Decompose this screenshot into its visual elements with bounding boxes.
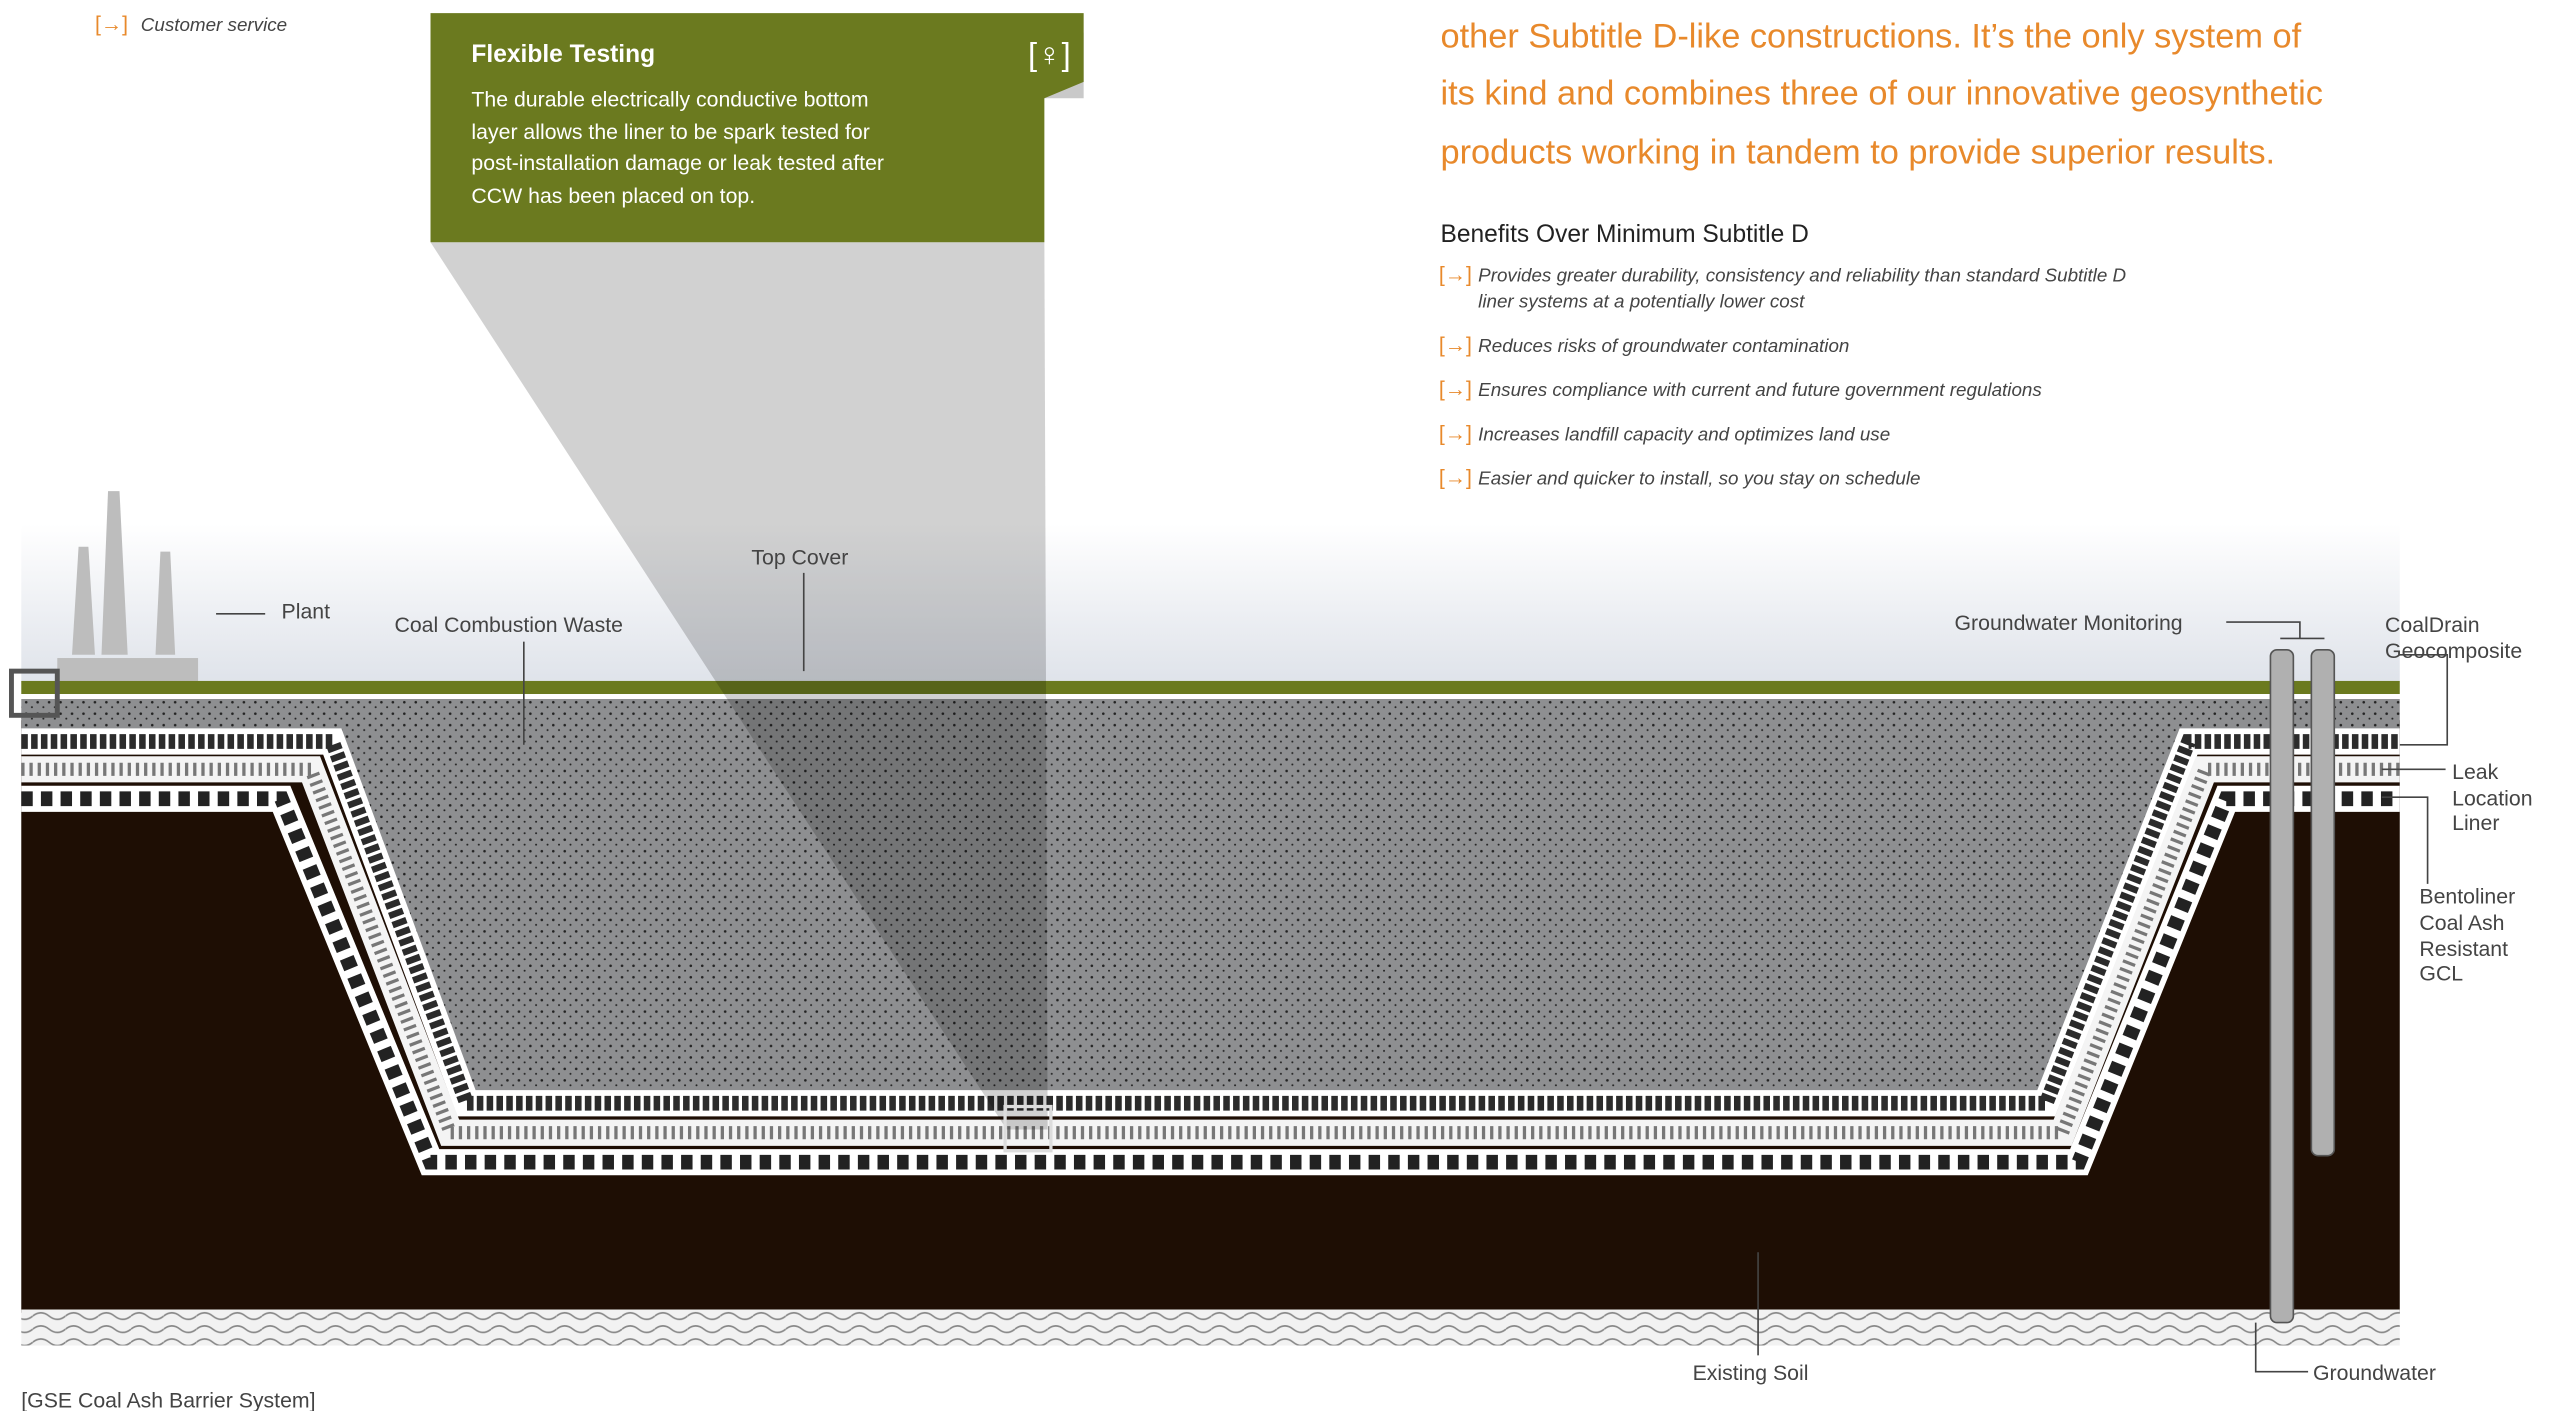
well <box>2270 650 2293 1323</box>
label: Coal Ash <box>2419 911 2504 935</box>
benefit-item: Easier and quicker to install, so you st… <box>1478 468 1920 489</box>
callout-line: post-installation damage or leak tested … <box>471 151 884 175</box>
callout-line: The durable electrically conductive bott… <box>471 87 868 111</box>
callout-icon: [♀] <box>1028 35 1071 72</box>
intro-line: its kind and combines three of our innov… <box>1441 75 2323 113</box>
intro: other Subtitle D-like constructions. It’… <box>1441 17 2323 171</box>
callout-line: layer allows the liner to be spark teste… <box>471 120 869 144</box>
callout-title: Flexible Testing <box>471 41 655 68</box>
label: Geocomposite <box>2385 639 2522 663</box>
bullet: [→] <box>1439 377 1472 401</box>
bullet: [→] <box>1439 333 1472 357</box>
sky <box>21 524 2399 683</box>
label: Existing Soil <box>1693 1361 1809 1385</box>
label: Coal Combustion Waste <box>395 613 624 637</box>
benefits-heading: Benefits Over Minimum Subtitle D <box>1441 221 1809 248</box>
page: [→] Customer service other Subtitle D-li… <box>0 0 2570 1411</box>
bullet: [→] <box>1439 466 1472 490</box>
label: Liner <box>2452 811 2499 835</box>
label: Resistant <box>2419 937 2508 961</box>
benefit-item: Provides greater durability, consistency… <box>1478 265 2126 286</box>
label: Location <box>2452 786 2532 810</box>
label: CoalDrain <box>2385 613 2480 637</box>
bedrock <box>21 1310 2399 1346</box>
benefit-item: liner systems at a potentially lower cos… <box>1478 291 1805 312</box>
benefit-item: Increases landfill capacity and optimize… <box>1478 423 1890 444</box>
well <box>2311 650 2334 1156</box>
intro-line: products working in tandem to provide su… <box>1441 134 2276 172</box>
top-cover <box>21 681 2399 694</box>
top-cover-edge <box>21 694 2399 699</box>
caption: [GSE Coal Ash Barrier System] <box>21 1389 315 1411</box>
label: Groundwater Monitoring <box>1955 611 2183 635</box>
nav-link[interactable]: Customer service <box>141 14 287 35</box>
label: Groundwater <box>2313 1361 2436 1385</box>
intro-line: other Subtitle D-like constructions. It’… <box>1441 17 2302 55</box>
benefit-item: Reduces risks of groundwater contaminati… <box>1478 335 1849 356</box>
label: GCL <box>2419 961 2463 985</box>
bullet: [→] <box>1439 263 1472 287</box>
callout-line: CCW has been placed on top. <box>471 184 755 208</box>
label: Leak <box>2452 760 2498 784</box>
label: Plant <box>282 600 331 624</box>
label: Top Cover <box>751 546 848 570</box>
label: Bentoliner <box>2419 885 2515 909</box>
benefits-list: [→] Provides greater durability, consiste… <box>1439 263 2126 490</box>
benefit-item: Ensures compliance with current and futu… <box>1478 379 2042 400</box>
nav-bullet: [→] <box>95 12 128 36</box>
bullet: [→] <box>1439 421 1472 445</box>
